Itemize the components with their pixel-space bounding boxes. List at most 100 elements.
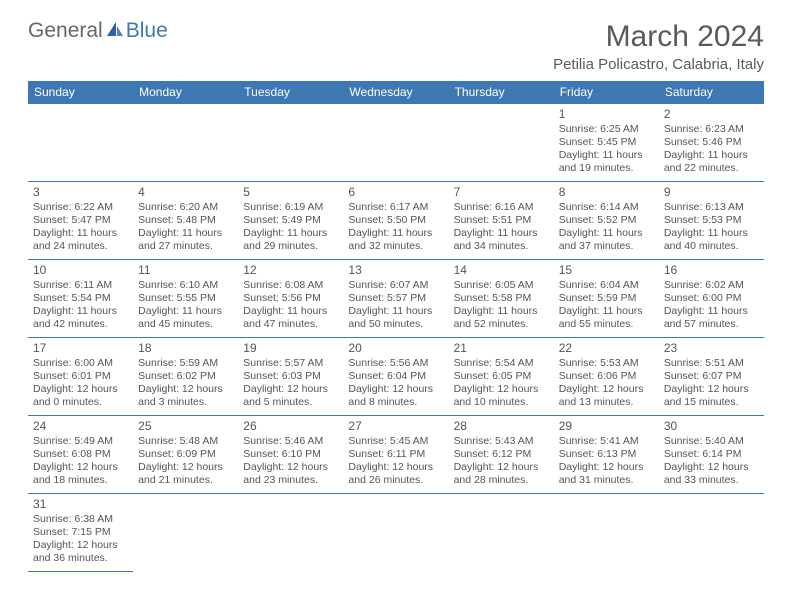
calendar-cell: 13Sunrise: 6:07 AMSunset: 5:57 PMDayligh… (343, 260, 448, 338)
daylight-text: Daylight: 11 hours and 50 minutes. (348, 305, 443, 331)
calendar-cell: 4Sunrise: 6:20 AMSunset: 5:48 PMDaylight… (133, 182, 238, 260)
day-number: 3 (33, 185, 128, 200)
day-number: 28 (454, 419, 549, 434)
calendar-row: 10Sunrise: 6:11 AMSunset: 5:54 PMDayligh… (28, 260, 764, 338)
daylight-text: Daylight: 11 hours and 32 minutes. (348, 227, 443, 253)
calendar-cell: 15Sunrise: 6:04 AMSunset: 5:59 PMDayligh… (554, 260, 659, 338)
sunrise-text: Sunrise: 6:17 AM (348, 201, 443, 214)
day-number: 19 (243, 341, 338, 356)
logo: General Blue (28, 20, 168, 43)
sunrise-text: Sunrise: 5:51 AM (664, 357, 759, 370)
daylight-text: Daylight: 12 hours and 23 minutes. (243, 461, 338, 487)
calendar-cell: 26Sunrise: 5:46 AMSunset: 6:10 PMDayligh… (238, 416, 343, 494)
calendar-cell: 11Sunrise: 6:10 AMSunset: 5:55 PMDayligh… (133, 260, 238, 338)
calendar-cell: 12Sunrise: 6:08 AMSunset: 5:56 PMDayligh… (238, 260, 343, 338)
day-number: 27 (348, 419, 443, 434)
daylight-text: Daylight: 12 hours and 18 minutes. (33, 461, 128, 487)
sunrise-text: Sunrise: 6:00 AM (33, 357, 128, 370)
day-number: 14 (454, 263, 549, 278)
sunset-text: Sunset: 6:01 PM (33, 370, 128, 383)
calendar-row: 17Sunrise: 6:00 AMSunset: 6:01 PMDayligh… (28, 338, 764, 416)
calendar-cell: 17Sunrise: 6:00 AMSunset: 6:01 PMDayligh… (28, 338, 133, 416)
sunrise-text: Sunrise: 6:25 AM (559, 123, 654, 136)
daylight-text: Daylight: 11 hours and 19 minutes. (559, 149, 654, 175)
calendar-cell: 18Sunrise: 5:59 AMSunset: 6:02 PMDayligh… (133, 338, 238, 416)
sunset-text: Sunset: 5:58 PM (454, 292, 549, 305)
calendar-cell: 22Sunrise: 5:53 AMSunset: 6:06 PMDayligh… (554, 338, 659, 416)
calendar-cell: 31Sunrise: 6:38 AMSunset: 7:15 PMDayligh… (28, 494, 133, 572)
calendar-cell: 16Sunrise: 6:02 AMSunset: 6:00 PMDayligh… (659, 260, 764, 338)
daylight-text: Daylight: 12 hours and 21 minutes. (138, 461, 233, 487)
sunset-text: Sunset: 5:52 PM (559, 214, 654, 227)
sunset-text: Sunset: 5:53 PM (664, 214, 759, 227)
calendar-cell-empty (343, 104, 448, 182)
sunrise-text: Sunrise: 6:05 AM (454, 279, 549, 292)
calendar-cell-empty (659, 494, 764, 572)
calendar-cell: 24Sunrise: 5:49 AMSunset: 6:08 PMDayligh… (28, 416, 133, 494)
daylight-text: Daylight: 12 hours and 5 minutes. (243, 383, 338, 409)
daylight-text: Daylight: 11 hours and 40 minutes. (664, 227, 759, 253)
calendar-cell: 7Sunrise: 6:16 AMSunset: 5:51 PMDaylight… (449, 182, 554, 260)
sunrise-text: Sunrise: 5:57 AM (243, 357, 338, 370)
calendar-cell-empty (238, 104, 343, 182)
day-header-row: SundayMondayTuesdayWednesdayThursdayFrid… (28, 81, 764, 104)
calendar-cell: 10Sunrise: 6:11 AMSunset: 5:54 PMDayligh… (28, 260, 133, 338)
logo-word2: Blue (126, 20, 168, 41)
day-number: 6 (348, 185, 443, 200)
calendar-cell: 21Sunrise: 5:54 AMSunset: 6:05 PMDayligh… (449, 338, 554, 416)
sunrise-text: Sunrise: 6:20 AM (138, 201, 233, 214)
calendar-cell-empty (133, 494, 238, 572)
sunset-text: Sunset: 5:46 PM (664, 136, 759, 149)
sunset-text: Sunset: 5:45 PM (559, 136, 654, 149)
sunrise-text: Sunrise: 6:38 AM (33, 513, 128, 526)
day-number: 29 (559, 419, 654, 434)
daylight-text: Daylight: 12 hours and 3 minutes. (138, 383, 233, 409)
calendar-cell: 1Sunrise: 6:25 AMSunset: 5:45 PMDaylight… (554, 104, 659, 182)
calendar-cell-empty (449, 104, 554, 182)
sunset-text: Sunset: 5:55 PM (138, 292, 233, 305)
day-number: 2 (664, 107, 759, 122)
calendar-row: 1Sunrise: 6:25 AMSunset: 5:45 PMDaylight… (28, 104, 764, 182)
day-number: 10 (33, 263, 128, 278)
sunrise-text: Sunrise: 6:02 AM (664, 279, 759, 292)
daylight-text: Daylight: 11 hours and 45 minutes. (138, 305, 233, 331)
sunrise-text: Sunrise: 6:16 AM (454, 201, 549, 214)
daylight-text: Daylight: 11 hours and 52 minutes. (454, 305, 549, 331)
day-number: 7 (454, 185, 549, 200)
location-label: Petilia Policastro, Calabria, Italy (553, 56, 764, 73)
calendar-cell: 3Sunrise: 6:22 AMSunset: 5:47 PMDaylight… (28, 182, 133, 260)
daylight-text: Daylight: 11 hours and 47 minutes. (243, 305, 338, 331)
day-number: 15 (559, 263, 654, 278)
sunrise-text: Sunrise: 6:23 AM (664, 123, 759, 136)
sunset-text: Sunset: 5:54 PM (33, 292, 128, 305)
sunrise-text: Sunrise: 6:08 AM (243, 279, 338, 292)
calendar-cell: 25Sunrise: 5:48 AMSunset: 6:09 PMDayligh… (133, 416, 238, 494)
sunrise-text: Sunrise: 6:07 AM (348, 279, 443, 292)
calendar-cell: 29Sunrise: 5:41 AMSunset: 6:13 PMDayligh… (554, 416, 659, 494)
daylight-text: Daylight: 12 hours and 28 minutes. (454, 461, 549, 487)
sunset-text: Sunset: 5:57 PM (348, 292, 443, 305)
calendar-cell-empty (554, 494, 659, 572)
calendar-cell-empty (449, 494, 554, 572)
sunset-text: Sunset: 6:08 PM (33, 448, 128, 461)
sunrise-text: Sunrise: 5:56 AM (348, 357, 443, 370)
sunrise-text: Sunrise: 6:19 AM (243, 201, 338, 214)
sunrise-text: Sunrise: 6:22 AM (33, 201, 128, 214)
daylight-text: Daylight: 12 hours and 15 minutes. (664, 383, 759, 409)
sunset-text: Sunset: 6:10 PM (243, 448, 338, 461)
sunset-text: Sunset: 6:13 PM (559, 448, 654, 461)
day-number: 25 (138, 419, 233, 434)
calendar-cell: 8Sunrise: 6:14 AMSunset: 5:52 PMDaylight… (554, 182, 659, 260)
calendar-cell-empty (28, 104, 133, 182)
daylight-text: Daylight: 12 hours and 10 minutes. (454, 383, 549, 409)
sunset-text: Sunset: 6:07 PM (664, 370, 759, 383)
day-header: Friday (554, 81, 659, 104)
calendar-body: 1Sunrise: 6:25 AMSunset: 5:45 PMDaylight… (28, 104, 764, 572)
calendar-cell: 2Sunrise: 6:23 AMSunset: 5:46 PMDaylight… (659, 104, 764, 182)
title-block: March 2024 Petilia Policastro, Calabria,… (553, 20, 764, 73)
sunset-text: Sunset: 6:03 PM (243, 370, 338, 383)
sunrise-text: Sunrise: 5:48 AM (138, 435, 233, 448)
day-number: 23 (664, 341, 759, 356)
sail-icon (105, 20, 125, 43)
sunrise-text: Sunrise: 5:59 AM (138, 357, 233, 370)
